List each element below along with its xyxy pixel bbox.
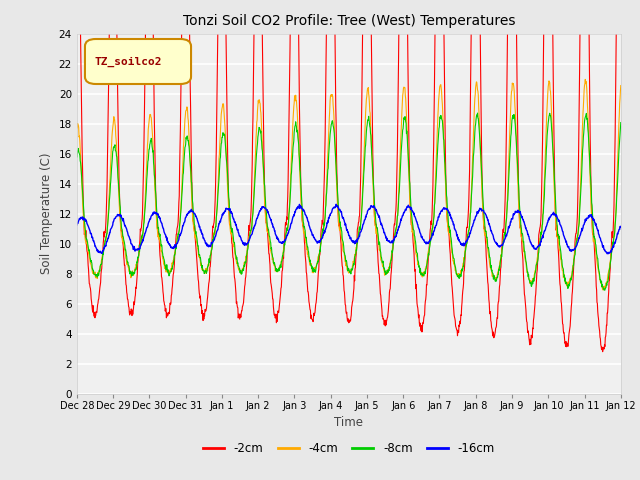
- -4cm: [180, 123, 188, 129]
- Line: -16cm: -16cm: [77, 204, 621, 254]
- Line: -4cm: -4cm: [77, 79, 621, 290]
- Y-axis label: Soil Temperature (C): Soil Temperature (C): [40, 153, 53, 275]
- -4cm: [433, 134, 441, 140]
- Line: -8cm: -8cm: [77, 113, 621, 290]
- -2cm: [194, 272, 202, 277]
- Legend: -2cm, -4cm, -8cm, -16cm: -2cm, -4cm, -8cm, -16cm: [198, 437, 499, 460]
- -16cm: [332, 202, 340, 207]
- -4cm: [581, 76, 589, 82]
- -4cm: [194, 246, 202, 252]
- -8cm: [255, 128, 262, 133]
- -16cm: [604, 251, 611, 257]
- -8cm: [553, 216, 561, 221]
- -16cm: [617, 224, 625, 229]
- -2cm: [599, 349, 607, 355]
- -16cm: [194, 218, 202, 224]
- X-axis label: Time: Time: [334, 416, 364, 429]
- Title: Tonzi Soil CO2 Profile: Tree (West) Temperatures: Tonzi Soil CO2 Profile: Tree (West) Temp…: [182, 14, 515, 28]
- -4cm: [552, 224, 560, 229]
- -16cm: [434, 217, 442, 223]
- -16cm: [553, 213, 561, 218]
- -16cm: [180, 219, 188, 225]
- -16cm: [255, 212, 262, 217]
- -4cm: [255, 100, 262, 106]
- FancyBboxPatch shape: [85, 39, 191, 84]
- -8cm: [433, 158, 441, 164]
- -8cm: [194, 243, 202, 249]
- -8cm: [505, 180, 513, 185]
- -8cm: [73, 155, 81, 160]
- -2cm: [552, 228, 560, 233]
- -4cm: [504, 178, 512, 184]
- -8cm: [617, 120, 625, 125]
- -16cm: [505, 224, 513, 229]
- -4cm: [617, 83, 625, 88]
- -8cm: [474, 110, 481, 116]
- Text: TZ_soilco2: TZ_soilco2: [94, 57, 162, 67]
- -4cm: [599, 287, 607, 293]
- -8cm: [180, 150, 188, 156]
- -4cm: [73, 125, 81, 131]
- -8cm: [601, 287, 609, 293]
- Line: -2cm: -2cm: [77, 0, 621, 352]
- -16cm: [73, 222, 81, 228]
